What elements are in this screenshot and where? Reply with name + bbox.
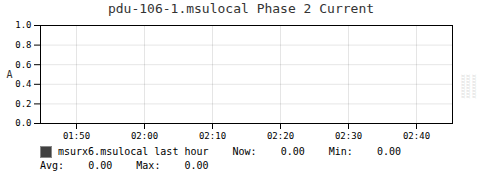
svg-text:A: A <box>7 69 13 80</box>
svg-text:0.8: 0.8 <box>15 40 31 50</box>
svg-text:02:10: 02:10 <box>199 131 226 141</box>
svg-text:02:20: 02:20 <box>267 131 294 141</box>
svg-text:XXXXXXXXXXXXXXXXXXXXXXXX: XXXXXXXXXXXXXXXXXXXXXXXX <box>460 75 477 99</box>
html-text:Now: 0.00: Now: 0.00 <box>232 146 305 157</box>
svg-text:02:30: 02:30 <box>335 131 362 141</box>
svg-text:1.0: 1.0 <box>15 20 31 30</box>
svg-text:02:00: 02:00 <box>131 131 158 141</box>
html-text:Avg: 0.00 Max: 0.00: Avg: 0.00 Max: 0.00 <box>40 160 209 171</box>
svg-text:02:40: 02:40 <box>403 131 430 141</box>
svg-text:0.6: 0.6 <box>15 60 31 70</box>
svg-text:0.2: 0.2 <box>15 99 31 109</box>
svg-text:01:50: 01:50 <box>63 131 90 141</box>
html-text:msurx6.msulocal last hour: msurx6.msulocal last hour <box>58 146 209 157</box>
html-text:pdu-106-1.msulocal Phase 2 Cur: pdu-106-1.msulocal Phase 2 Current <box>107 1 374 16</box>
html-text:Min: 0.00: Min: 0.00 <box>328 146 401 157</box>
svg-text:0.4: 0.4 <box>15 79 31 89</box>
svg-text:0.0: 0.0 <box>15 118 31 128</box>
